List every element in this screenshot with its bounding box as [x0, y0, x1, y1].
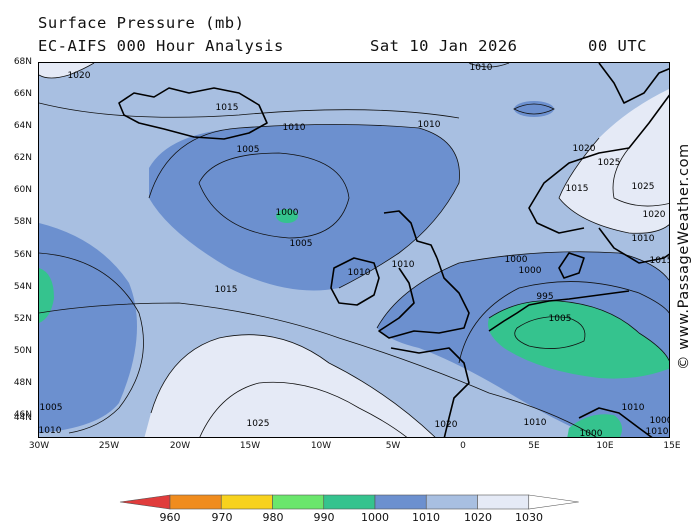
- lon-label: 15W: [239, 441, 261, 451]
- pressure-legend: [119, 494, 579, 510]
- lat-label: 48N: [13, 378, 32, 388]
- legend-tick: 1010: [412, 511, 440, 524]
- legend-cell: [374, 494, 427, 510]
- legend-cell: [220, 494, 273, 510]
- svg-text:1010: 1010: [470, 63, 493, 73]
- svg-text:1015: 1015: [215, 285, 238, 295]
- pressure-band-990-1000-iceland: [276, 209, 298, 223]
- legend-cell: [323, 494, 376, 510]
- svg-text:1020: 1020: [435, 420, 458, 430]
- iceland-coast: [118, 87, 268, 140]
- ireland-coast: [330, 257, 380, 306]
- lat-label: 56N: [13, 250, 32, 260]
- legend-tick: 1020: [464, 511, 492, 524]
- svg-text:1005: 1005: [549, 314, 572, 324]
- svg-text:1010: 1010: [392, 260, 415, 270]
- svg-text:1005: 1005: [40, 403, 63, 413]
- lat-label: 66N: [13, 89, 32, 99]
- legend-tick: 1000: [361, 511, 389, 524]
- lat-label: 46N: [13, 410, 32, 420]
- site-credit: © www.PassageWeather.com: [676, 143, 692, 370]
- valid-time: 00 UTC: [588, 37, 647, 55]
- svg-text:1025: 1025: [598, 158, 621, 168]
- lat-label: 52N: [13, 314, 32, 324]
- lon-label: 15E: [663, 441, 681, 451]
- greenland-coast: [598, 63, 669, 104]
- legend-cell: [425, 494, 478, 510]
- lon-label: 0: [460, 441, 466, 451]
- svg-text:1015: 1015: [216, 103, 239, 113]
- svg-text:1020: 1020: [643, 210, 666, 220]
- svg-text:1000: 1000: [519, 266, 542, 276]
- legend-tick: 970: [211, 511, 233, 524]
- legend-cell-above-1030: [528, 494, 579, 510]
- svg-text:1010: 1010: [39, 426, 62, 436]
- svg-text:1000: 1000: [650, 416, 670, 426]
- france-coast: [390, 347, 470, 437]
- pressure-band-1020-1030-north: [559, 88, 669, 234]
- lon-label: 10W: [310, 441, 332, 451]
- svg-text:1010: 1010: [622, 403, 645, 413]
- sweden-coast: [598, 227, 669, 264]
- lon-label: 5E: [528, 441, 540, 451]
- lon-label: 5W: [385, 441, 401, 451]
- lat-label: 50N: [13, 346, 32, 356]
- lon-label: 20W: [169, 441, 191, 451]
- lat-label: 44N: [13, 413, 32, 423]
- svg-text:995: 995: [536, 292, 553, 302]
- legend-cell-below-960: [119, 494, 171, 510]
- pressure-map: 1020 1015 1010 1010 1010 1005 1000 1005 …: [38, 62, 670, 438]
- valid-date: Sat 10 Jan 2026: [370, 37, 518, 55]
- legend-tick: 1030: [515, 511, 543, 524]
- svg-text:1015: 1015: [566, 184, 589, 194]
- england-coast: [378, 257, 470, 339]
- lat-label: 54N: [13, 282, 32, 292]
- netherlands-coast: [488, 290, 630, 332]
- denmark-coast: [558, 252, 585, 279]
- svg-text:1010: 1010: [524, 418, 547, 428]
- svg-text:1010: 1010: [348, 268, 371, 278]
- svg-text:1000: 1000: [580, 429, 603, 438]
- lat-label: 60N: [13, 185, 32, 195]
- svg-text:1010: 1010: [283, 123, 306, 133]
- svg-text:1020: 1020: [68, 71, 91, 81]
- lat-label: 62N: [13, 153, 32, 163]
- lat-label: 58N: [13, 217, 32, 227]
- lat-label: 64N: [13, 121, 32, 131]
- pressure-band-1000-1010-iceland: [149, 124, 460, 291]
- lat-label: 68N: [13, 57, 32, 67]
- legend-tick: 980: [262, 511, 284, 524]
- legend-cell: [169, 494, 222, 510]
- lon-label: 30W: [28, 441, 50, 451]
- scotland-coast: [383, 210, 438, 259]
- pressure-band-1020-1030-south: [144, 334, 435, 437]
- lon-label: 25W: [98, 441, 120, 451]
- svg-text:1025: 1025: [632, 182, 655, 192]
- norway-coast: [528, 94, 669, 234]
- legend-cell: [272, 494, 325, 510]
- svg-text:1005: 1005: [237, 145, 260, 155]
- svg-text:1025: 1025: [247, 419, 270, 429]
- legend-cell: [477, 494, 530, 510]
- svg-text:1010: 1010: [646, 427, 669, 437]
- legend-tick: 960: [159, 511, 181, 524]
- svg-text:1000: 1000: [276, 208, 299, 218]
- svg-text:1000: 1000: [505, 255, 528, 265]
- legend-tick: 990: [313, 511, 335, 524]
- svg-text:1010: 1010: [632, 234, 655, 244]
- svg-text:1020: 1020: [573, 144, 596, 154]
- lon-label: 10E: [596, 441, 614, 451]
- svg-text:1010: 1010: [418, 120, 441, 130]
- svg-text:1015: 1015: [650, 256, 670, 266]
- chart-title: Surface Pressure (mb): [38, 14, 245, 32]
- pressure-band-1000-1010-west: [39, 223, 137, 433]
- italy-coast: [578, 407, 653, 437]
- svg-text:1005: 1005: [290, 239, 313, 249]
- model-run-label: EC-AIFS 000 Hour Analysis: [38, 37, 284, 55]
